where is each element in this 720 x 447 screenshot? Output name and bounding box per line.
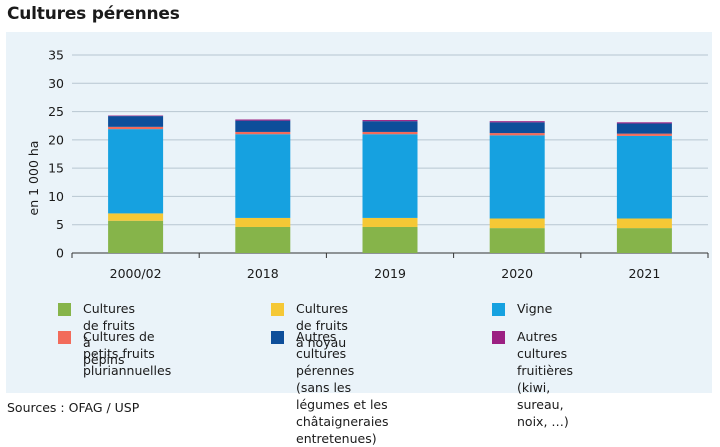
bar-segment [489,218,545,229]
bar-segment [489,135,545,219]
chart-panel: en 1 000 ha 0 5 10 15 20 25 30 35 2000/02 2018 201… [6,32,712,446]
y-tick-label: 20 [48,132,64,147]
legend-item-vigne: Vigne [492,300,552,317]
legend-swatch-autres-fruitieres [492,331,505,344]
legend-label-vigne: Vigne [517,301,553,316]
legend-item-petits-fruits: Cultures de petits fruits pluriannuelles [58,328,171,379]
legend-label-pepins: Cultures de fruits à pépins [83,301,136,367]
bar-segment [362,226,418,253]
legend-item-noyau: Cultures de fruits à noyau [271,300,348,351]
bar-segment [489,228,545,253]
legend-item-autres-fruitieres: Autres cultures fruitières (kiwi, sureau… [492,328,573,430]
chart-title: Cultures pérennes [7,4,180,24]
bar-segment [235,119,291,121]
bar-segment [108,220,164,253]
bar-segment [489,122,545,134]
legend-swatch-petits-fruits [58,331,71,344]
legend-swatch-autres-perennes [271,331,284,344]
x-tick-label: 2019 [374,266,406,281]
bar-segment [489,121,545,123]
bar-segment [362,120,418,122]
y-tick-label: 5 [56,217,64,232]
bar-segment [235,226,291,253]
bar-segment [235,217,291,227]
legend-label-petits-fruits: Cultures de petits fruits pluriannuelles [83,329,172,378]
bar-segment [616,228,672,253]
bar-segment [616,218,672,229]
y-tick-label: 0 [56,246,64,261]
bar-segment [108,126,164,130]
legend-label-autres-perennes: Autres cultures pérennes (sans les légum… [296,329,389,446]
bar-segment [489,133,545,136]
legend-item-pepins: Cultures de fruits à pépins [58,300,135,368]
bar-segment [235,134,291,218]
bar-segment [616,135,672,219]
y-tick-label: 35 [48,48,64,63]
bar-segment [108,116,164,127]
x-tick-label: 2020 [501,266,533,281]
bar-segment [235,131,291,135]
legend-swatch-pepins [58,303,71,316]
bar-segment [362,121,418,132]
bar-segment [362,217,418,227]
bar-segment [616,133,672,136]
bar-chart: 0 5 10 15 20 25 30 35 2000/02 2018 2019 2020 2021 [48,48,709,281]
source-note: Sources : OFAG / USP [7,400,140,415]
x-tick-label: 2018 [247,266,279,281]
bar-segment [108,129,164,214]
bar-segment [362,134,418,218]
bar-segment [108,115,164,117]
y-tick-label: 25 [48,104,64,119]
legend-label-autres-fruitieres: Autres cultures fruitières (kiwi, sureau… [517,329,574,429]
y-tick-label: 30 [48,76,64,91]
x-tick-label: 2000/02 [110,266,162,281]
legend-swatch-noyau [271,303,284,316]
y-tick-label: 15 [48,161,64,176]
legend-item-autres-perennes: Autres cultures pérennes (sans les légum… [271,328,389,447]
bar-segment [362,131,418,135]
bar-segment [235,120,291,132]
legend-swatch-vigne [492,303,505,316]
legend-label-noyau: Cultures de fruits à noyau [296,301,349,350]
x-tick-label: 2021 [628,266,660,281]
bar-segment [616,122,672,124]
bar-segment [108,213,164,221]
bar-segment [616,123,672,134]
y-tick-label: 10 [48,189,64,204]
